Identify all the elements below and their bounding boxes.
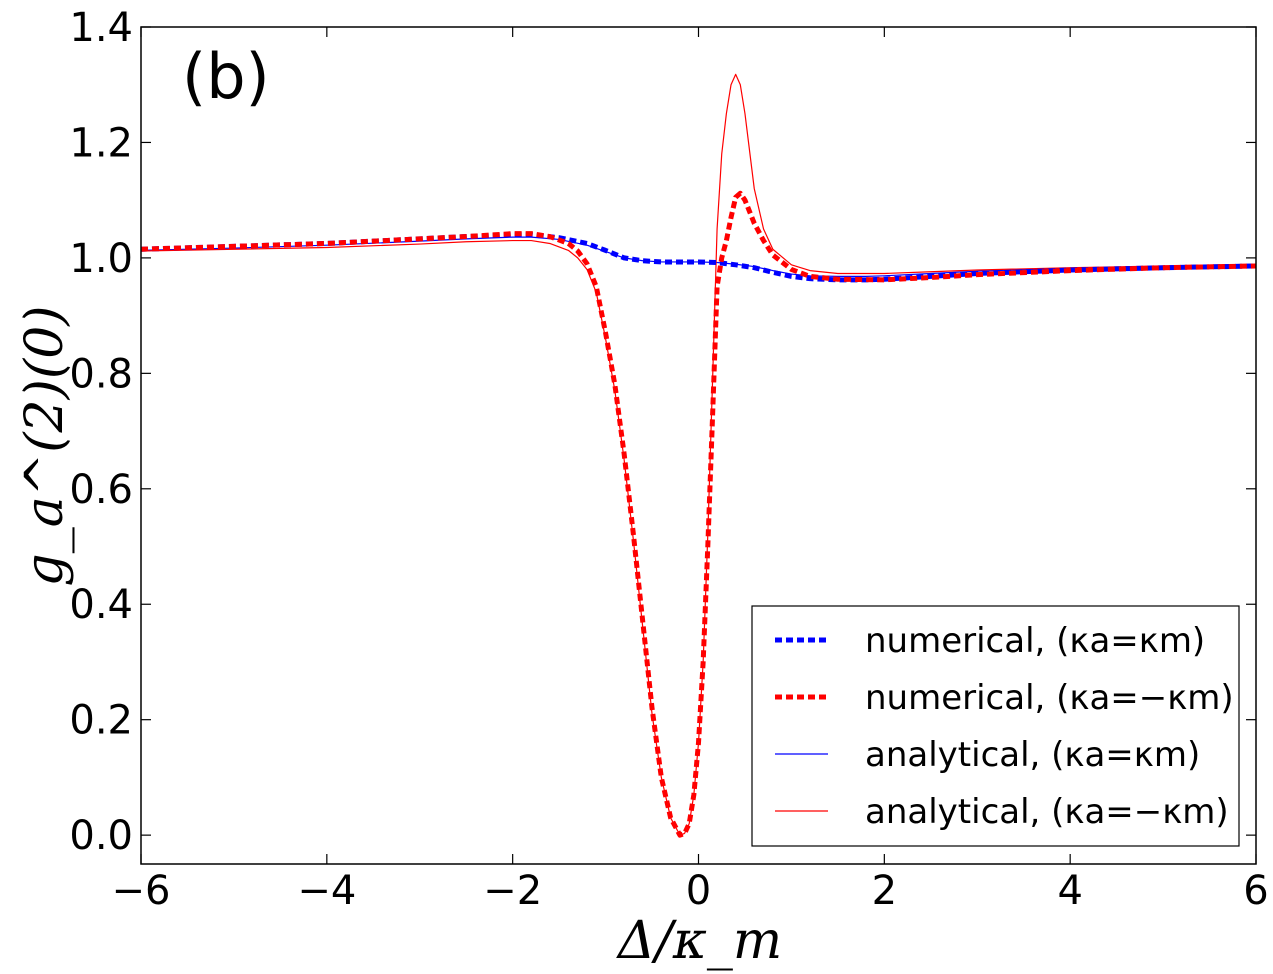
legend-box (751, 605, 1240, 847)
y-tick-label: 0.0 (69, 813, 133, 859)
series-line-1 (140, 190, 1257, 838)
x-tick-label: −2 (483, 868, 542, 914)
x-tick-label: −6 (112, 868, 171, 914)
x-tick-label: 0 (686, 868, 711, 914)
y-tick-label: 0.2 (69, 698, 133, 744)
x-tick-label: 4 (1057, 868, 1082, 914)
y-tick-label: 0.8 (69, 351, 133, 397)
x-tick-labels: −6 −4 −2 0 2 4 6 (112, 868, 1269, 914)
axis-ticks (140, 26, 1257, 864)
y-tick-label: 1.0 (69, 236, 133, 282)
legend: numerical, (κa=κm) numerical, (κa=−κm) ana… (751, 605, 1240, 847)
x-tick-label: 2 (872, 868, 897, 914)
y-tick-label: 0.6 (69, 467, 133, 513)
plot-lines (140, 73, 1257, 838)
legend-label: analytical, (κa=κm) (865, 735, 1200, 775)
legend-label: numerical, (κa=κm) (865, 621, 1205, 661)
y-axis-label: g_a^(2)(0) (15, 305, 75, 586)
y-tick-label: 1.4 (69, 5, 133, 51)
legend-label: analytical, (κa=−κm) (865, 792, 1229, 832)
y-tick-label: 0.4 (69, 582, 133, 628)
legend-label: numerical, (κa=−κm) (865, 678, 1234, 718)
y-tick-label: 1.2 (69, 120, 133, 166)
x-tick-label: 6 (1243, 868, 1268, 914)
panel-label: (b) (182, 40, 270, 113)
x-axis-label: Δ/κ_m (616, 911, 782, 971)
y-tick-labels: 0.0 0.2 0.4 0.6 0.8 1.0 1.2 1.4 (69, 5, 133, 859)
legend-entries: numerical, (κa=κm) numerical, (κa=−κm) ana… (775, 621, 1234, 832)
x-tick-label: −4 (297, 868, 356, 914)
